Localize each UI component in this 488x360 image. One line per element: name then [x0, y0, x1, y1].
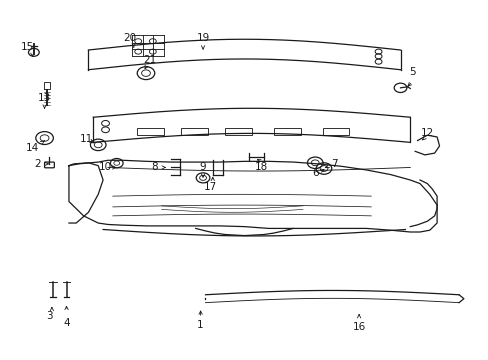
Text: 19: 19 — [196, 33, 209, 43]
Text: 17: 17 — [203, 182, 217, 192]
Text: 14: 14 — [26, 143, 39, 153]
Text: 21: 21 — [142, 55, 156, 65]
Text: 1: 1 — [197, 320, 203, 330]
Text: 18: 18 — [254, 162, 267, 172]
Text: 4: 4 — [63, 319, 70, 328]
Text: 3: 3 — [46, 311, 53, 321]
Text: 13: 13 — [38, 93, 51, 103]
Text: 10: 10 — [99, 162, 112, 172]
Text: 8: 8 — [151, 162, 157, 172]
Text: 9: 9 — [199, 162, 206, 172]
Text: 7: 7 — [331, 159, 337, 169]
Text: 5: 5 — [408, 67, 415, 77]
Text: 11: 11 — [79, 134, 92, 144]
Text: 2: 2 — [34, 159, 41, 169]
Text: 12: 12 — [420, 129, 433, 138]
Text: 20: 20 — [123, 33, 136, 43]
Text: 6: 6 — [311, 168, 318, 178]
Text: 15: 15 — [21, 42, 34, 52]
Text: 16: 16 — [352, 322, 365, 332]
